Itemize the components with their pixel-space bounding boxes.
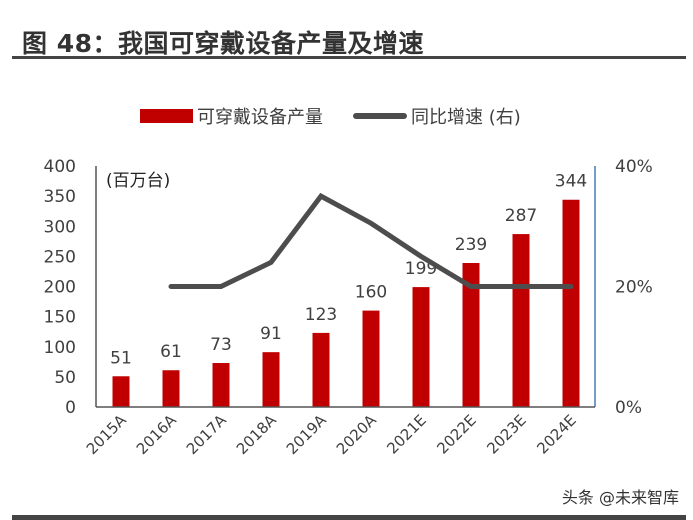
left-tick-label: 50	[54, 368, 76, 388]
right-tick-label: 20%	[615, 278, 653, 298]
x-tick-label: 2023E	[483, 411, 529, 457]
legend-bar-swatch	[140, 109, 193, 123]
bar-value-label: 73	[210, 335, 232, 355]
left-tick-label: 200	[44, 278, 76, 298]
legend-bar-label: 可穿戴设备产量	[197, 107, 323, 128]
right-tick-label: 0%	[615, 398, 642, 418]
bar-value-label: 344	[555, 172, 587, 192]
bar-value-label: 61	[160, 342, 182, 362]
legend-line-label: 同比增速 (右)	[411, 107, 521, 128]
bar	[462, 263, 480, 407]
bar	[362, 310, 380, 407]
bottom-rule	[12, 515, 686, 520]
left-tick-label: 400	[44, 157, 76, 177]
x-tick-label: 2020A	[333, 411, 380, 458]
figure-title: 图 48：我国可穿戴设备产量及增速	[22, 29, 424, 58]
bar	[312, 332, 330, 407]
bar	[162, 370, 180, 407]
bar-value-label: 123	[305, 305, 337, 325]
x-tick-label: 2016A	[133, 411, 180, 458]
bar-value-label: 239	[455, 235, 487, 255]
x-tick-label: 2021E	[383, 411, 429, 457]
left-tick-label: 0	[65, 398, 76, 418]
x-axis-labels: 2015A 2016A 2017A 2018A 2019A 2020A 2021E 2022E…	[83, 411, 580, 458]
x-tick-label: 2017A	[183, 411, 230, 458]
bar-value-label: 91	[260, 324, 282, 344]
growth-rate-line	[168, 192, 574, 289]
x-tick-label: 2019A	[283, 411, 330, 458]
legend-line-swatch	[353, 113, 407, 119]
left-tick-label: 300	[44, 217, 76, 237]
watermark: 头条 @未来智库	[561, 488, 679, 507]
x-tick-label: 2015A	[83, 411, 130, 458]
bar	[212, 363, 230, 407]
right-axis-ticks: 0% 20% 40%	[615, 157, 653, 418]
bar	[412, 287, 430, 407]
bar-value-label: 51	[110, 348, 132, 368]
bar-value-label: 287	[505, 206, 537, 226]
bars	[112, 199, 580, 407]
left-tick-label: 350	[44, 187, 76, 207]
left-tick-label: 150	[44, 308, 76, 328]
title-rule	[12, 56, 686, 59]
bar-value-label: 160	[355, 283, 387, 303]
right-tick-label: 40%	[615, 157, 653, 177]
bar	[512, 234, 530, 407]
left-tick-label: 250	[44, 247, 76, 267]
x-tick-label: 2022E	[433, 411, 479, 457]
bar	[112, 376, 130, 407]
left-axis-ticks: 0 50 100 150 200 250 300 350 400	[44, 157, 76, 418]
unit-label: (百万台)	[106, 171, 170, 191]
left-tick-label: 100	[44, 338, 76, 358]
bar	[262, 352, 280, 407]
x-tick-label: 2018A	[233, 411, 280, 458]
x-tick-label: 2024E	[533, 411, 579, 457]
bar	[562, 199, 580, 407]
legend: 可穿戴设备产量 同比增速 (右)	[140, 103, 521, 129]
